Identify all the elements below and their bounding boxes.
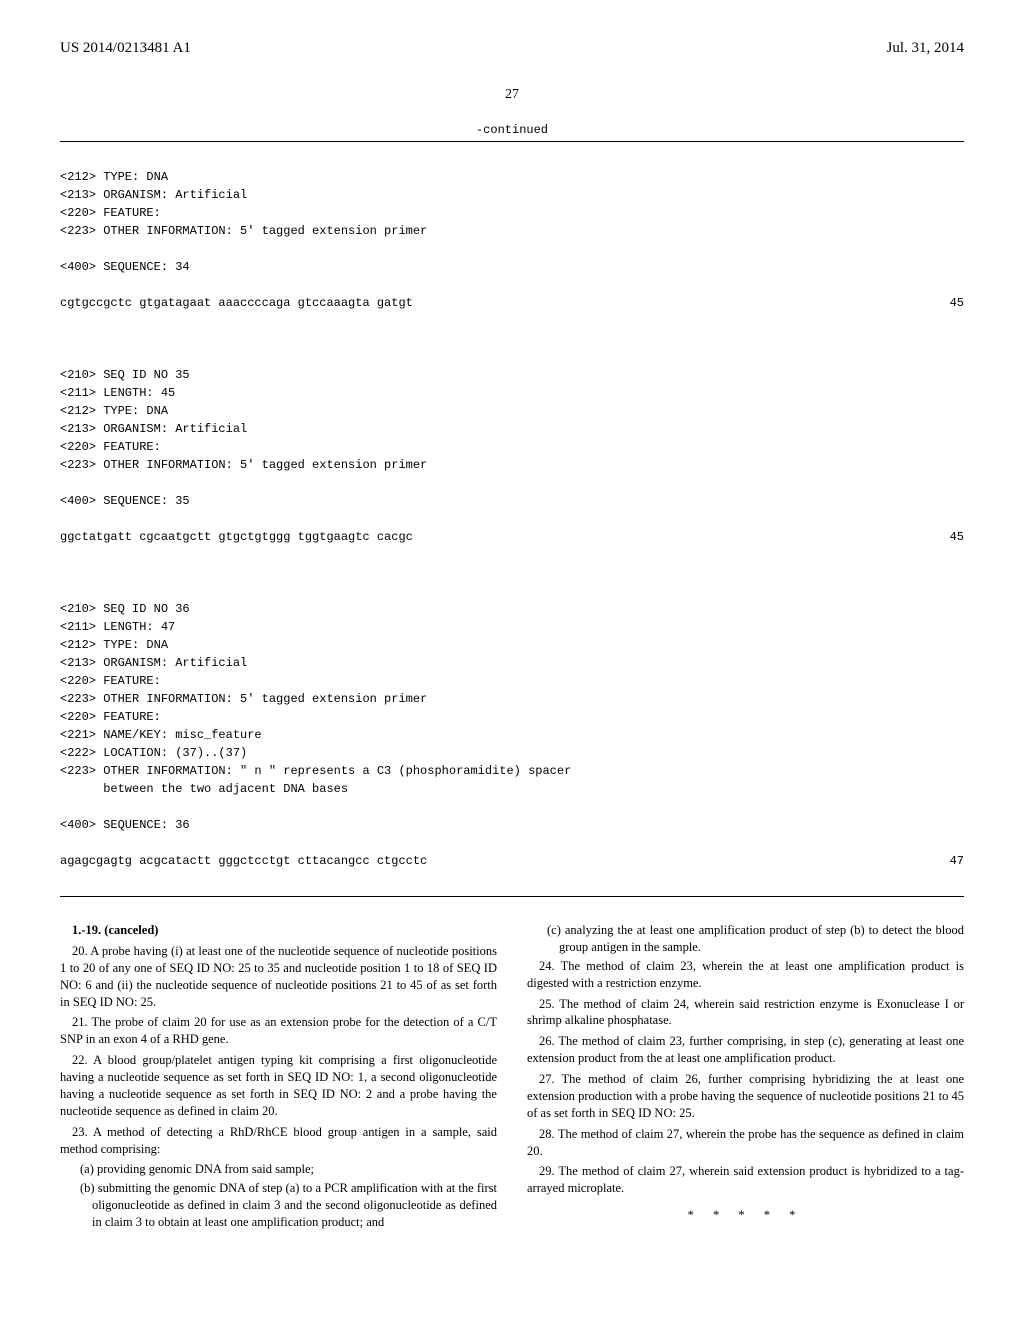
seq36-line: <223> OTHER INFORMATION: 5' tagged exten… bbox=[60, 692, 427, 706]
seq36-line: <211> LENGTH: 47 bbox=[60, 620, 175, 634]
seq34-line: <400> SEQUENCE: 34 bbox=[60, 260, 190, 274]
claim-27: 27. The method of claim 26, further comp… bbox=[527, 1071, 964, 1122]
seq34-line: <212> TYPE: DNA bbox=[60, 170, 168, 184]
right-column: (c) analyzing the at least one amplifica… bbox=[527, 922, 964, 1233]
left-column: 1.-19. (canceled) 20. A probe having (i)… bbox=[60, 922, 497, 1233]
seq36-line: <212> TYPE: DNA bbox=[60, 638, 168, 652]
seq36-line: <223> OTHER INFORMATION: " n " represent… bbox=[60, 764, 571, 778]
seq36-line: between the two adjacent DNA bases bbox=[60, 782, 348, 796]
claim-1-19: 1.-19. (canceled) bbox=[60, 922, 497, 939]
page-header: US 2014/0213481 A1 Jul. 31, 2014 bbox=[60, 40, 964, 57]
claims-columns: 1.-19. (canceled) 20. A probe having (i)… bbox=[60, 922, 964, 1233]
seq35-line: <213> ORGANISM: Artificial bbox=[60, 422, 247, 436]
seq35-sequence: ggctatgatt cgcaatgctt gtgctgtggg tggtgaa… bbox=[60, 528, 964, 546]
claim-23a: (a) providing genomic DNA from said samp… bbox=[80, 1161, 497, 1178]
seq36-line: <221> NAME/KEY: misc_feature bbox=[60, 728, 262, 742]
seq35-line: <220> FEATURE: bbox=[60, 440, 161, 454]
claim-25: 25. The method of claim 24, wherein said… bbox=[527, 996, 964, 1030]
seq36-line: <220> FEATURE: bbox=[60, 674, 161, 688]
end-stars: * * * * * bbox=[527, 1207, 964, 1224]
claim-23: 23. A method of detecting a RhD/RhCE blo… bbox=[60, 1124, 497, 1158]
publication-number: US 2014/0213481 A1 bbox=[60, 40, 191, 57]
claim-24: 24. The method of claim 23, wherein the … bbox=[527, 958, 964, 992]
claim-20: 20. A probe having (i) at least one of t… bbox=[60, 943, 497, 1011]
seq34-line: <223> OTHER INFORMATION: 5' tagged exten… bbox=[60, 224, 427, 238]
claim-23c: (c) analyzing the at least one amplifica… bbox=[547, 922, 964, 956]
seq35-line: <223> OTHER INFORMATION: 5' tagged exten… bbox=[60, 458, 427, 472]
seq34-sequence: cgtgccgctc gtgatagaat aaaccccaga gtccaaa… bbox=[60, 294, 964, 312]
seq34-line: <220> FEATURE: bbox=[60, 206, 161, 220]
seq36-line: <210> SEQ ID NO 36 bbox=[60, 602, 190, 616]
claim-21: 21. The probe of claim 20 for use as an … bbox=[60, 1014, 497, 1048]
claim-26: 26. The method of claim 23, further comp… bbox=[527, 1033, 964, 1067]
publication-date: Jul. 31, 2014 bbox=[886, 40, 964, 57]
seq35-line: <211> LENGTH: 45 bbox=[60, 386, 175, 400]
claim-23b: (b) submitting the genomic DNA of step (… bbox=[80, 1180, 497, 1231]
claim-22: 22. A blood group/platelet antigen typin… bbox=[60, 1052, 497, 1120]
claim-28: 28. The method of claim 27, wherein the … bbox=[527, 1126, 964, 1160]
seq34-line: <213> ORGANISM: Artificial bbox=[60, 188, 247, 202]
seq36-line: <220> FEATURE: bbox=[60, 710, 161, 724]
seq36-line: <213> ORGANISM: Artificial bbox=[60, 656, 247, 670]
continued-label: -continued bbox=[60, 123, 964, 137]
seq35-line: <400> SEQUENCE: 35 bbox=[60, 494, 190, 508]
sequence-listing: <212> TYPE: DNA <213> ORGANISM: Artifici… bbox=[60, 141, 964, 897]
seq36-sequence: agagcgagtg acgcatactt gggctcctgt cttacan… bbox=[60, 852, 964, 870]
page-number: 27 bbox=[60, 87, 964, 103]
seq36-line: <222> LOCATION: (37)..(37) bbox=[60, 746, 247, 760]
seq35-line: <210> SEQ ID NO 35 bbox=[60, 368, 190, 382]
claim-29: 29. The method of claim 27, wherein said… bbox=[527, 1163, 964, 1197]
seq35-line: <212> TYPE: DNA bbox=[60, 404, 168, 418]
seq36-line: <400> SEQUENCE: 36 bbox=[60, 818, 190, 832]
